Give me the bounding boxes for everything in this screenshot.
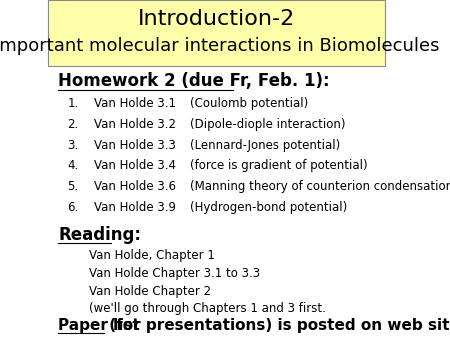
Text: 3.: 3. bbox=[68, 139, 79, 151]
Text: Important molecular interactions in Biomolecules: Important molecular interactions in Biom… bbox=[0, 37, 439, 55]
Text: (we'll go through Chapters 1 and 3 first.: (we'll go through Chapters 1 and 3 first… bbox=[89, 302, 326, 315]
Text: 2.: 2. bbox=[68, 118, 79, 130]
Text: Van Holde 3.9: Van Holde 3.9 bbox=[94, 201, 176, 214]
Text: Van Holde 3.6: Van Holde 3.6 bbox=[94, 180, 176, 193]
Text: 5.: 5. bbox=[68, 180, 79, 193]
Text: Van Holde 3.3: Van Holde 3.3 bbox=[94, 139, 176, 151]
Text: Homework 2 (due Fr, Feb. 1):: Homework 2 (due Fr, Feb. 1): bbox=[58, 72, 330, 90]
Text: Van Holde 3.4: Van Holde 3.4 bbox=[94, 160, 176, 172]
Text: Reading:: Reading: bbox=[58, 226, 141, 244]
FancyBboxPatch shape bbox=[49, 0, 384, 66]
Text: Van Holde 3.2: Van Holde 3.2 bbox=[94, 118, 176, 130]
Text: Van Holde 3.1: Van Holde 3.1 bbox=[94, 97, 176, 110]
Text: Paper list: Paper list bbox=[58, 318, 140, 333]
Text: Van Holde Chapter 3.1 to 3.3: Van Holde Chapter 3.1 to 3.3 bbox=[89, 267, 260, 280]
Text: Van Holde, Chapter 1: Van Holde, Chapter 1 bbox=[89, 249, 215, 262]
Text: (Manning theory of counterion condensation): (Manning theory of counterion condensati… bbox=[189, 180, 450, 193]
Text: 4.: 4. bbox=[68, 160, 79, 172]
Text: (Coulomb potential): (Coulomb potential) bbox=[189, 97, 308, 110]
Text: Van Holde Chapter 2: Van Holde Chapter 2 bbox=[89, 285, 211, 297]
Text: (Hydrogen-bond potential): (Hydrogen-bond potential) bbox=[189, 201, 347, 214]
Text: (for presentations) is posted on web site: (for presentations) is posted on web sit… bbox=[104, 318, 450, 333]
Text: (force is gradient of potential): (force is gradient of potential) bbox=[189, 160, 367, 172]
Text: (Lennard-Jones potential): (Lennard-Jones potential) bbox=[189, 139, 340, 151]
Text: (Dipole-diople interaction): (Dipole-diople interaction) bbox=[189, 118, 345, 130]
Text: Introduction-2: Introduction-2 bbox=[138, 8, 295, 29]
Text: 6.: 6. bbox=[68, 201, 79, 214]
Text: 1.: 1. bbox=[68, 97, 79, 110]
